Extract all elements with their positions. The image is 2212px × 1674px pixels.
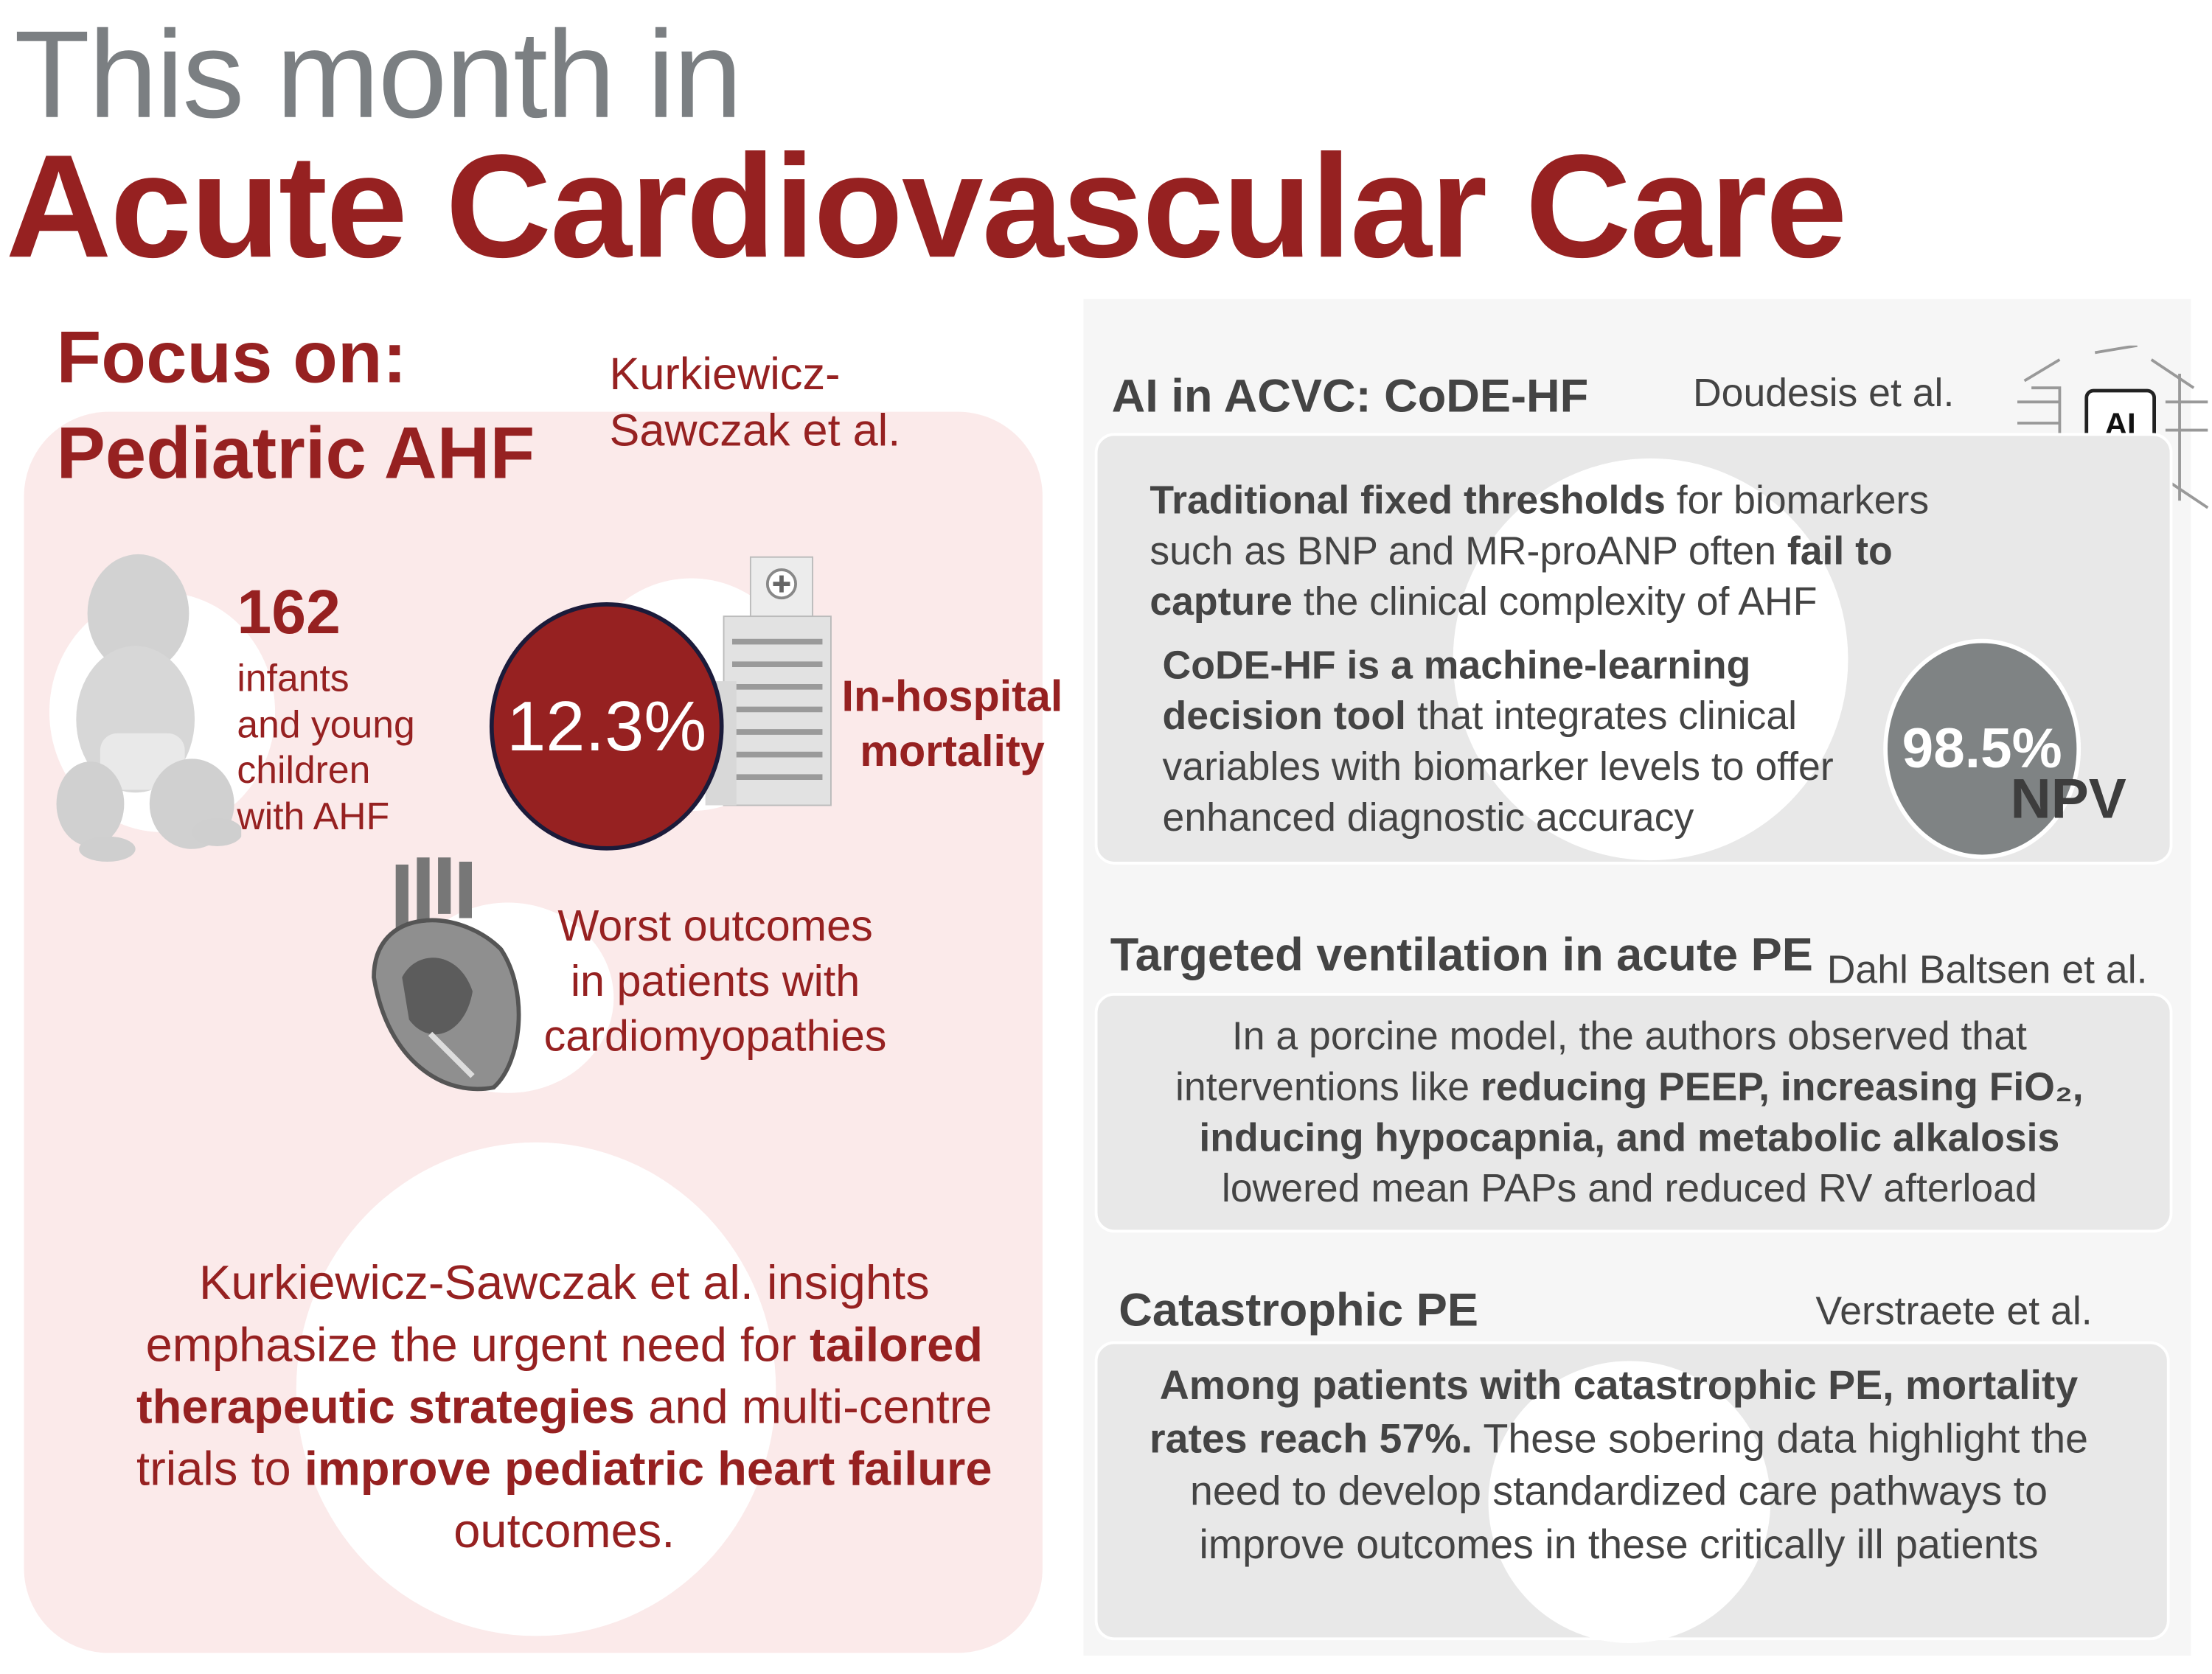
catastrophic-pe-authors: Verstraete et al. (1815, 1288, 2093, 1333)
npv-circle: 98.5% (1883, 638, 2081, 859)
focus-title-line2: Pediatric AHF (56, 413, 535, 495)
label-line: In-hospital (841, 671, 1063, 721)
label-line: in patients with (570, 956, 860, 1006)
bold-text: CoDE-HF is a machine-learning decision t… (1162, 643, 1751, 738)
patient-count-label: infants and young children with AHF (237, 656, 448, 840)
label-line: and young (237, 702, 415, 746)
authors-line1: Kurkiewicz- (609, 348, 841, 400)
ai-section-title: AI in ACVC: CoDE-HF (1111, 369, 1589, 422)
focus-title: Focus on: Pediatric AHF (57, 310, 535, 502)
heart-icon (372, 857, 521, 1092)
label-line: mortality (860, 726, 1045, 776)
ai-paragraph-1: Traditional fixed thresholds for biomark… (1150, 475, 1996, 628)
label-line: Worst outcomes (557, 901, 873, 951)
mortality-label: In-hospital mortality (832, 669, 1072, 778)
catastrophic-pe-title: Catastrophic PE (1119, 1283, 1478, 1336)
npv-value: 98.5% (1902, 716, 2062, 780)
text: the clinical complexity of AHF (1292, 579, 1818, 624)
mortality-value: 12.3% (507, 686, 707, 766)
bold-text: Traditional fixed thresholds (1150, 478, 1666, 522)
label-line: children (237, 748, 371, 792)
ai-authors: Doudesis et al. (1692, 371, 1955, 415)
text: that integrates clinical variables with … (1162, 694, 1834, 840)
npv-label: NPV (2010, 768, 2126, 831)
cardiomyopathy-note: Worst outcomes in patients with cardiomy… (525, 899, 906, 1064)
label-line: with AHF (237, 795, 390, 837)
ai-paragraph-2: CoDE-HF is a machine-learning decision t… (1163, 641, 1868, 844)
patient-count: 162 (237, 578, 341, 648)
highlight-circle (1488, 1361, 1771, 1643)
bold-text: fail to capture (1150, 529, 1893, 624)
mortality-value-circle: 12.3% (489, 601, 724, 851)
infant-icon (56, 554, 242, 862)
pediatric-summary: Kurkiewicz-Sawczak et al. insights empha… (85, 1252, 1044, 1563)
page-title: Acute Cardiovascular Care (5, 125, 1848, 290)
catastrophic-pe-paragraph: Among patients with catastrophic PE, mor… (1129, 1361, 2110, 1572)
pe-authors: Dahl Baltsen et al. (1826, 947, 2148, 992)
authors-line2: Sawczak et al. (609, 405, 901, 456)
pe-content-box (1094, 992, 2173, 1233)
summary-text: outcomes. (453, 1504, 675, 1559)
highlight-circle (296, 1142, 776, 1636)
text: for biomarkers such as BNP and MR-proANP… (1150, 478, 1930, 573)
focus-title-line1: Focus on: (56, 317, 407, 400)
bold-text: reducing PEEP, increasing FiO₂, inducing… (1199, 1064, 2084, 1159)
pe-section-title: Targeted ventilation in acute PE (1110, 927, 1813, 980)
summary-text: and multi-centre trials to (136, 1381, 992, 1497)
summary-text: Kurkiewicz-Sawczak et al. insights empha… (145, 1256, 930, 1373)
text: In a porcine model, the authors observed… (1175, 1014, 2027, 1109)
label-line: infants (237, 657, 349, 700)
focus-authors: Kurkiewicz- Sawczak et al. (610, 346, 901, 458)
summary-bold: tailored therapeutic strategies (136, 1318, 984, 1434)
text: lowered mean PAPs and reduced RV afterlo… (1221, 1166, 2037, 1210)
text: These sobering data highlight the need t… (1190, 1416, 2088, 1568)
summary-bold: improve pediatric heart failure (304, 1443, 992, 1497)
pe-paragraph: In a porcine model, the authors observed… (1129, 1011, 2130, 1215)
highlight-circle (1453, 458, 1848, 861)
label-line: cardiomyopathies (543, 1011, 887, 1061)
bold-text: Among patients with catastrophic PE, mor… (1150, 1364, 2079, 1462)
header-line1: This month in (14, 4, 742, 144)
hospital-icon (705, 556, 832, 806)
